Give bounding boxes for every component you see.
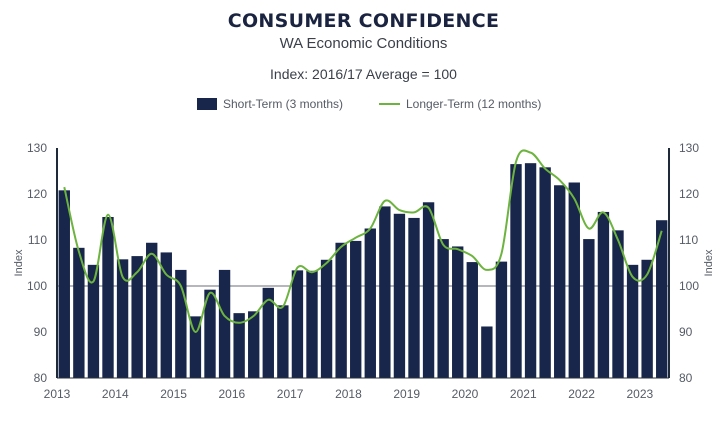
bar-2 bbox=[87, 264, 100, 378]
x-tick-2016: 2016 bbox=[219, 387, 246, 401]
bar-11 bbox=[218, 269, 231, 378]
line-series bbox=[63, 149, 663, 334]
bar-20 bbox=[350, 240, 362, 378]
x-tick-2021: 2021 bbox=[510, 387, 537, 401]
bar-25 bbox=[422, 202, 435, 378]
y-tick-left-110: 110 bbox=[28, 233, 47, 247]
y-tick-left-130: 130 bbox=[27, 141, 47, 155]
y-tick-right-100: 100 bbox=[679, 279, 699, 293]
x-tick-2018: 2018 bbox=[335, 387, 362, 401]
index-note: Index: 2016/17 Average = 100 bbox=[270, 66, 457, 82]
bar-31 bbox=[510, 164, 522, 378]
x-tick-2014: 2014 bbox=[102, 387, 129, 401]
x-tick-2013: 2013 bbox=[44, 387, 71, 401]
x-tick-2017: 2017 bbox=[277, 387, 304, 401]
axes-layer: 80 80 90 90 100 100 110 110 120 120 130 130 2013 2014… bbox=[13, 141, 715, 401]
y-tick-right-80: 80 bbox=[679, 371, 693, 385]
x-tick-2022: 2022 bbox=[568, 387, 595, 401]
bar-40 bbox=[641, 259, 653, 378]
bar-38 bbox=[612, 230, 624, 378]
y-axis-title-right: Index bbox=[703, 249, 715, 276]
bar-33 bbox=[539, 167, 551, 378]
bar-series bbox=[58, 163, 668, 378]
y-tick-left-120: 120 bbox=[27, 187, 47, 201]
bar-34 bbox=[554, 185, 566, 378]
bar-7 bbox=[160, 252, 172, 378]
bar-27 bbox=[452, 246, 464, 378]
y-tick-right-130: 130 bbox=[679, 141, 699, 155]
bar-26 bbox=[437, 239, 449, 378]
bar-28 bbox=[466, 262, 478, 378]
y-tick-right-110: 110 bbox=[679, 233, 698, 247]
bar-41 bbox=[656, 220, 668, 378]
y-tick-left-100: 100 bbox=[27, 279, 47, 293]
bar-29 bbox=[481, 326, 493, 378]
y-axis-title-left: Index bbox=[13, 249, 25, 276]
bar-36 bbox=[583, 239, 595, 378]
chart-title: CONSUMER CONFIDENCE bbox=[227, 10, 500, 32]
bar-3 bbox=[102, 217, 114, 378]
bar-32 bbox=[524, 163, 537, 378]
legend-swatch-short-term bbox=[197, 98, 217, 110]
legend-label-short-term: Short-Term (3 months) bbox=[223, 97, 343, 111]
bar-1 bbox=[73, 247, 85, 378]
bar-39 bbox=[626, 264, 639, 378]
bar-30 bbox=[495, 261, 508, 378]
bar-4 bbox=[116, 259, 129, 378]
bar-37 bbox=[597, 211, 610, 378]
y-tick-left-90: 90 bbox=[34, 325, 48, 339]
x-tick-2023: 2023 bbox=[627, 387, 654, 401]
x-tick-2020: 2020 bbox=[452, 387, 479, 401]
bar-15 bbox=[277, 305, 289, 378]
bar-8 bbox=[175, 269, 187, 378]
longer-term-line bbox=[63, 149, 663, 334]
y-tick-left-80: 80 bbox=[34, 371, 48, 385]
bar-13 bbox=[248, 311, 260, 378]
y-tick-right-90: 90 bbox=[679, 325, 693, 339]
legend-label-longer-term: Longer-Term (12 months) bbox=[406, 97, 541, 111]
bar-24 bbox=[408, 217, 420, 378]
bar-16 bbox=[291, 270, 304, 378]
bar-19 bbox=[335, 242, 347, 378]
bar-0 bbox=[58, 190, 70, 378]
x-tick-2015: 2015 bbox=[160, 387, 187, 401]
chart-subtitle: WA Economic Conditions bbox=[279, 35, 448, 52]
bar-14 bbox=[262, 287, 274, 378]
bar-21 bbox=[364, 228, 376, 378]
bar-23 bbox=[393, 213, 406, 378]
y-tick-right-120: 120 bbox=[679, 187, 699, 201]
legend: Short-Term (3 months) Longer-Term (12 mon… bbox=[197, 97, 541, 111]
bar-6 bbox=[146, 242, 158, 378]
x-tick-2019: 2019 bbox=[393, 387, 420, 401]
bar-22 bbox=[379, 206, 391, 378]
bar-12 bbox=[233, 313, 245, 378]
bar-35 bbox=[568, 182, 580, 378]
bar-10 bbox=[204, 289, 216, 378]
bar-17 bbox=[306, 270, 318, 378]
bar-18 bbox=[320, 259, 333, 378]
bar-5 bbox=[131, 256, 143, 378]
bar-9 bbox=[189, 316, 202, 378]
